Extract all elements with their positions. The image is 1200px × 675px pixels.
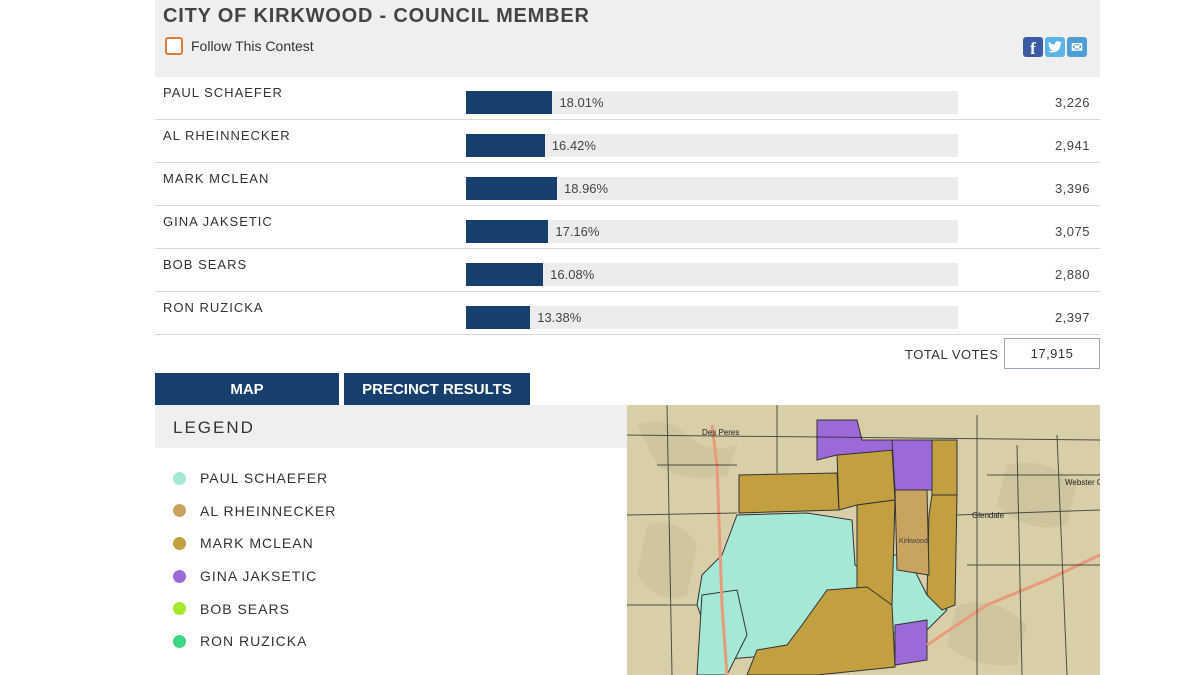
vote-bar-fill [466,134,545,157]
vote-bar-track: 13.38% [466,306,958,329]
vote-bar-track: 18.01% [466,91,958,114]
contest-title: CITY OF KIRKWOOD - COUNCIL MEMBER [163,5,590,27]
legend-swatch [173,536,186,550]
candidate-name: GINA JAKSETIC [163,214,273,229]
vote-bar-track: 17.16% [466,220,958,243]
legend-label: AL RHEINNECKER [200,502,337,519]
precinct-map[interactable]: Des Peres Glendale Webster Grov Kirkwood [627,405,1100,675]
candidate-name: PAUL SCHAEFER [163,85,283,100]
vote-count: 2,880 [1054,267,1090,282]
vote-bar-track: 16.42% [466,134,958,157]
contest-header: CITY OF KIRKWOOD - COUNCIL MEMBER Follow… [155,0,1100,77]
email-icon[interactable]: ✉ [1067,37,1087,57]
legend-item: RON RUZICKA [173,625,336,658]
candidate-name: RON RUZICKA [163,300,264,315]
table-row: MARK MCLEAN 18.96% 3,396 [155,163,1100,206]
legend-item: AL RHEINNECKER [173,495,336,528]
legend-swatch [173,602,186,616]
vote-count: 3,075 [1054,224,1090,239]
vote-count: 3,396 [1054,181,1090,196]
vote-percent: 16.42% [551,138,596,153]
vote-percent: 13.38% [537,310,582,325]
vote-count: 3,226 [1054,95,1090,110]
legend-swatch [173,634,186,648]
map-label-des-peres: Des Peres [702,428,739,437]
tab-map[interactable]: MAP [155,373,339,405]
legend-swatch [173,471,186,485]
legend-item: PAUL SCHAEFER [173,462,336,495]
legend-label: RON RUZICKA [200,633,308,650]
vote-bar-track: 16.08% [466,263,958,286]
legend-label: GINA JAKSETIC [200,568,318,585]
facebook-icon[interactable]: f [1023,37,1043,58]
vote-count: 2,397 [1054,310,1090,325]
legend-label: BOB SEARS [200,600,290,617]
legend-item: BOB SEARS [173,592,336,625]
legend-label: PAUL SCHAEFER [200,470,329,487]
legend-title: LEGEND [173,418,255,437]
vote-bar-track: 18.96% [466,177,958,200]
vote-percent: 17.16% [555,224,600,239]
results-table: PAUL SCHAEFER 18.01% 3,226 AL RHEINNECKER 16… [155,77,1100,335]
candidate-name: BOB SEARS [163,257,248,272]
legend-item: GINA JAKSETIC [173,560,336,593]
vote-bar-fill [466,263,544,286]
total-votes-value: 17,915 [1004,338,1100,369]
vote-bar-fill [466,306,531,329]
table-row: RON RUZICKA 13.38% 2,397 [155,292,1100,335]
twitter-icon[interactable] [1045,37,1065,57]
map-canvas[interactable]: Des Peres Glendale Webster Grov Kirkwood [627,405,1100,675]
candidate-name: AL RHEINNECKER [163,128,291,143]
legend-label: MARK MCLEAN [200,535,314,552]
map-label-glendale: Glendale [972,511,1005,520]
table-row: BOB SEARS 16.08% 2,880 [155,249,1100,292]
legend-item: MARK MCLEAN [173,527,336,560]
follow-checkbox[interactable] [165,37,183,55]
candidate-name: MARK MCLEAN [163,171,270,186]
legend-swatch [173,569,186,583]
vote-percent: 18.96% [564,181,609,196]
vote-count: 2,941 [1054,138,1090,153]
total-votes-label: TOTAL VOTES [905,347,999,362]
table-row: GINA JAKSETIC 17.16% 3,075 [155,206,1100,249]
vote-percent: 16.08% [550,267,595,282]
tab-precinct-results[interactable]: PRECINCT RESULTS [344,373,530,405]
follow-contest-toggle[interactable]: Follow This Contest [165,37,314,55]
vote-percent: 18.01% [559,95,604,110]
vote-bar-fill [466,91,553,114]
table-row: AL RHEINNECKER 16.42% 2,941 [155,120,1100,163]
legend-list: PAUL SCHAEFER AL RHEINNECKER MARK MCLEAN GI… [173,462,336,658]
view-tabs: MAP PRECINCT RESULTS [155,373,530,405]
legend-swatch [173,504,186,518]
vote-bar-fill [466,220,549,243]
table-row: PAUL SCHAEFER 18.01% 3,226 [155,77,1100,120]
follow-label: Follow This Contest [191,38,314,54]
map-label-webster: Webster Grov [1065,478,1100,487]
share-buttons: f ✉ [1023,37,1087,58]
vote-bar-fill [466,177,557,200]
contest-panel: CITY OF KIRKWOOD - COUNCIL MEMBER Follow… [155,0,1100,675]
legend-header: LEGEND [155,405,627,448]
map-label-kirkwood: Kirkwood [899,538,928,545]
